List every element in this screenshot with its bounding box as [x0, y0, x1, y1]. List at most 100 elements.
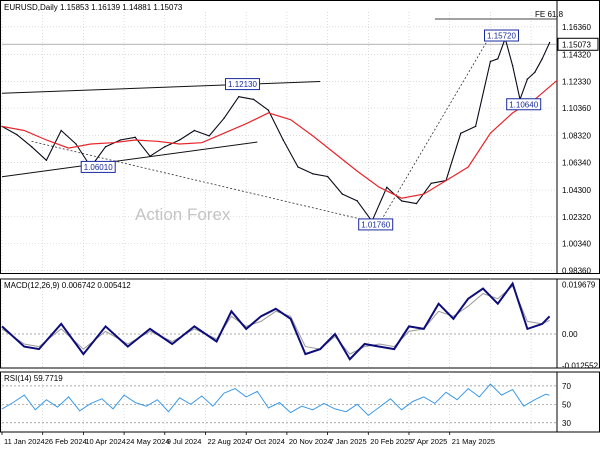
- annotation-label: 1.06010: [84, 163, 113, 172]
- price-point: [356, 200, 358, 202]
- price-tick-label: 1.04300: [562, 186, 591, 195]
- price-point: [223, 117, 225, 120]
- panel-frame: [0, 278, 600, 369]
- macd-panel: 0.019679 0.00 -0.012552 MACD(12,26,9) 0.006…: [0, 278, 600, 371]
- price-point: [282, 139, 284, 141]
- price-point: [193, 129, 196, 132]
- price-point: [16, 133, 18, 136]
- rsi-label: RSI(14) 59.7719: [4, 374, 63, 383]
- date-tick-label: 7 Oct 2024: [248, 437, 285, 446]
- price-tick-label: 0.98360: [562, 266, 591, 275]
- date-tick-label: 26 Feb 2024: [45, 437, 87, 446]
- macd-label: MACD(12,26,9) 0.006742 0.005412: [4, 281, 131, 290]
- fib-level-label: FE 61.8: [535, 10, 564, 19]
- price-point: [474, 125, 477, 128]
- price-point: [497, 58, 499, 60]
- price-tick-label: 1.08320: [562, 132, 591, 141]
- price-point: [119, 139, 122, 141]
- price-tick-label: 1.10360: [562, 104, 591, 113]
- price-annotation: 1.06010: [80, 160, 116, 173]
- price-point: [30, 146, 33, 148]
- price-point: [134, 136, 136, 138]
- price-point: [75, 143, 77, 145]
- dotted-trendline: [379, 35, 491, 224]
- price-line: [1, 37, 551, 222]
- price-point: [489, 60, 492, 63]
- price-point: [326, 175, 329, 178]
- date-tick-label: 7 Apr 2025: [411, 437, 447, 446]
- chart-title: EURUSD,Daily 1.15853 1.16139 1.14881 1.1…: [4, 3, 183, 12]
- price-point: [238, 95, 240, 98]
- macd-tick-label: 0.019679: [562, 280, 596, 289]
- price-point: [208, 135, 210, 137]
- price-point: [104, 146, 107, 148]
- price-point: [267, 109, 270, 111]
- annotation-box: [225, 78, 260, 91]
- macd-signal-line: [1, 285, 550, 355]
- price-point: [45, 159, 48, 161]
- last-price-tag: 1.15073: [557, 37, 599, 51]
- rsi-line: [1, 383, 550, 417]
- annotation-label: 1.15720: [487, 32, 516, 41]
- date-tick-label: 7 Jan 2025: [330, 437, 367, 446]
- price-tick-label: 1.16360: [562, 23, 591, 32]
- price-tick-label: 1.02320: [562, 213, 591, 222]
- price-point: [297, 166, 299, 168]
- macd-line: [1, 281, 551, 361]
- rsi-tick-label: 70: [562, 382, 571, 391]
- macd-tick-label: 0.00: [562, 330, 578, 339]
- moving-average-line: [1, 79, 558, 199]
- rsi-tick-label: 50: [562, 400, 571, 409]
- price-point: [252, 98, 255, 101]
- price-point: [534, 71, 536, 74]
- price-point: [526, 78, 529, 80]
- annotation-label: 1.01760: [361, 220, 390, 229]
- channel-trendline: [1, 81, 321, 94]
- price-frame: [0, 0, 600, 274]
- price-point: [386, 186, 388, 189]
- price-annotation: 1.10640: [506, 98, 542, 111]
- annotation-box: [506, 98, 542, 111]
- price-point: [149, 155, 151, 157]
- last-price-label: 1.15073: [562, 40, 591, 49]
- date-tick-label: 20 Nov 2024: [289, 437, 332, 446]
- annotation-label: 1.10640: [509, 100, 538, 109]
- price-panel: 1.16360 1.14320 1.12330 1.10360 1.08320 1.063…: [0, 0, 600, 275]
- date-tick-label: 21 May 2025: [452, 437, 495, 446]
- date-tick-label: 9 Jul 2024: [167, 437, 202, 446]
- date-tick-label: 10 Apr 2024: [85, 437, 125, 446]
- price-point: [400, 200, 403, 202]
- annotation-box: [80, 160, 116, 173]
- price-point: [312, 173, 314, 175]
- annotation-box: [484, 29, 519, 42]
- price-tick-label: 1.14320: [562, 50, 591, 59]
- price-point: [415, 202, 418, 205]
- price-annotation: 1.01760: [358, 218, 394, 231]
- date-tick-label: 22 Aug 2024: [208, 437, 250, 446]
- price-point: [60, 129, 62, 132]
- price-point: [460, 132, 462, 134]
- rsi-tick-label: 30: [562, 419, 571, 428]
- price-tick-label: 1.00340: [562, 240, 591, 249]
- dotted-trendline: [31, 140, 380, 224]
- price-annotation: 1.15720: [484, 29, 519, 42]
- price-point: [164, 146, 166, 148]
- date-tick-label: 24 May 2024: [126, 437, 169, 446]
- price-annotation: 1.12130: [225, 78, 260, 91]
- watermark: Action Forex: [135, 205, 231, 224]
- date-tick-label: 20 Feb 2025: [370, 437, 412, 446]
- price-point: [178, 139, 181, 141]
- rsi-panel: 70 50 30 RSI(14) 59.7719: [0, 371, 600, 433]
- date-tick-label: 11 Jan 2024: [4, 437, 45, 446]
- price-point: [511, 64, 514, 67]
- last-price-box: [557, 37, 599, 51]
- price-point: [541, 58, 543, 60]
- price-point: [548, 41, 551, 44]
- price-tick-label: 1.12330: [562, 77, 591, 86]
- price-point: [341, 193, 344, 195]
- price-tick-label: 1.06340: [562, 158, 591, 167]
- price-point: [430, 182, 432, 184]
